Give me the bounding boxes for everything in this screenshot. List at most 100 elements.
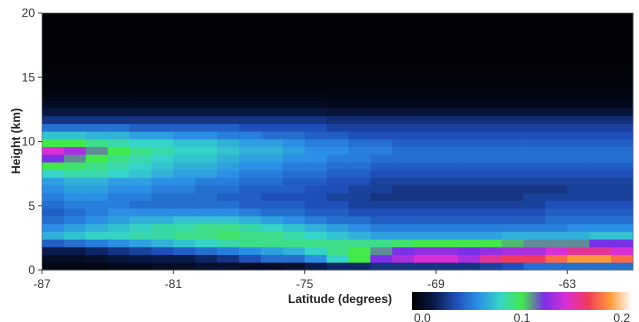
heatmap-cell <box>260 115 284 124</box>
heatmap-cell <box>589 23 612 32</box>
heatmap-cell <box>282 115 306 124</box>
heatmap-cell <box>195 185 218 194</box>
heatmap-cell <box>479 13 503 24</box>
heatmap-cell <box>129 185 152 194</box>
heatmap-cell <box>501 138 524 148</box>
heatmap-cell <box>282 200 306 209</box>
heatmap-cell <box>107 138 130 148</box>
heatmap-cell <box>589 208 612 217</box>
heatmap-cell <box>479 23 503 32</box>
heatmap-cell <box>173 162 196 171</box>
heatmap-cell <box>523 246 546 255</box>
heatmap-cell <box>611 216 634 225</box>
heatmap-cell <box>523 69 546 78</box>
heatmap-cell <box>545 262 568 271</box>
heatmap-cell <box>195 69 218 78</box>
heatmap-cell <box>370 169 393 178</box>
heatmap-cell <box>326 30 349 40</box>
heatmap-cell <box>217 246 240 255</box>
heatmap-cell <box>457 192 481 202</box>
heatmap-cell <box>42 54 65 63</box>
heatmap-cell <box>151 23 174 32</box>
heatmap-cell <box>239 69 262 78</box>
heatmap-cell <box>107 69 130 78</box>
heatmap-cell <box>173 13 196 24</box>
heatmap-cell <box>282 154 306 163</box>
heatmap-cell <box>282 185 306 194</box>
heatmap-cell <box>370 154 393 163</box>
heatmap-cell <box>589 115 612 124</box>
heatmap-cell <box>545 138 568 148</box>
heatmap-cell <box>85 254 109 263</box>
heatmap-cell <box>479 38 503 47</box>
heatmap-cell <box>370 262 393 271</box>
heatmap-cell <box>195 223 218 232</box>
heatmap-cell <box>348 262 371 271</box>
heatmap-cell <box>545 100 568 109</box>
heatmap-cell <box>304 262 327 271</box>
heatmap-cell <box>501 192 524 202</box>
heatmap-cell <box>260 138 284 148</box>
heatmap-cell <box>260 177 284 186</box>
heatmap-cell <box>173 169 196 178</box>
heatmap-cell <box>63 61 87 70</box>
heatmap-cell <box>589 108 612 117</box>
heatmap-cell <box>479 223 503 232</box>
heatmap-cell <box>348 54 371 63</box>
heatmap-cell <box>414 254 437 263</box>
heatmap-cell <box>326 131 349 140</box>
heatmap-cell <box>85 92 109 101</box>
heatmap-cell <box>151 84 174 94</box>
heatmap-cell <box>370 223 393 232</box>
x-tick-label: -87 <box>33 277 51 291</box>
heatmap-cell <box>326 185 349 194</box>
heatmap-cell <box>348 185 371 194</box>
heatmap-cell <box>326 154 349 163</box>
heatmap-cell <box>63 246 87 255</box>
heatmap-cell <box>42 115 65 124</box>
heatmap-cell <box>239 208 262 217</box>
heatmap-cell <box>370 254 393 263</box>
heatmap-cell <box>611 169 634 178</box>
heatmap-cell <box>151 162 174 171</box>
heatmap-cell <box>370 177 393 186</box>
heatmap-cell <box>545 69 568 78</box>
heatmap-cell <box>501 200 524 209</box>
heatmap-cell <box>479 115 503 124</box>
heatmap-cell <box>567 231 590 240</box>
heatmap-cell <box>239 146 262 155</box>
heatmap-cell <box>107 169 130 178</box>
heatmap-cell <box>304 46 327 55</box>
heatmap-cell <box>523 92 546 101</box>
heatmap-cell <box>545 84 568 94</box>
heatmap-cell <box>326 92 349 101</box>
heatmap-cell <box>414 231 437 240</box>
heatmap-cell <box>414 115 437 124</box>
heatmap-cell <box>479 177 503 186</box>
heatmap-cell <box>348 200 371 209</box>
heatmap-cell <box>85 13 109 24</box>
heatmap-cell <box>107 131 130 140</box>
heatmap-cell <box>85 61 109 70</box>
heatmap-cell <box>129 108 152 117</box>
heatmap-cell <box>348 100 371 109</box>
heatmap-cell <box>42 13 65 24</box>
heatmap-cell <box>195 100 218 109</box>
heatmap-cell <box>348 92 371 101</box>
heatmap-cell <box>195 177 218 186</box>
heatmap-cell <box>370 200 393 209</box>
heatmap-cell <box>63 262 87 271</box>
heatmap-cell <box>567 216 590 225</box>
heatmap-cell <box>545 23 568 32</box>
heatmap-cell <box>370 84 393 94</box>
heatmap-cell <box>107 216 130 225</box>
heatmap-cell <box>173 61 196 70</box>
heatmap-cell <box>370 208 393 217</box>
heatmap-cell <box>326 108 349 117</box>
heatmap-cell <box>173 115 196 124</box>
heatmap-cell <box>85 123 109 132</box>
heatmap-cell <box>392 108 415 117</box>
heatmap-cell <box>479 185 503 194</box>
heatmap-cell <box>326 138 349 148</box>
heatmap-cell <box>479 192 503 202</box>
